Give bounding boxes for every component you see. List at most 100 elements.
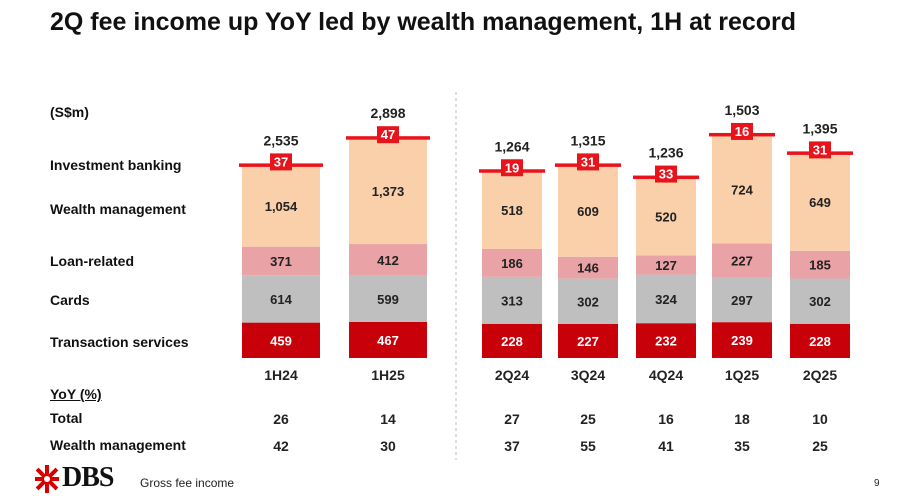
category-label-1H24: 1H24 xyxy=(264,367,298,383)
yoy-total-label: Total xyxy=(50,410,83,426)
yoy-wm-2Q25: 25 xyxy=(812,438,828,454)
row-label-cards: Cards xyxy=(50,292,90,308)
yoy-total-2Q24: 27 xyxy=(504,411,520,427)
ib-tab-2Q24 xyxy=(501,159,523,177)
yoy-total-3Q24: 25 xyxy=(580,411,596,427)
total-label-1Q25: 1,503 xyxy=(724,102,759,118)
bar-cards-1Q25 xyxy=(712,277,772,323)
bar-transaction-services-2Q24 xyxy=(482,323,542,358)
bar-loan-related-1H24 xyxy=(242,246,320,276)
label-cards-1H24: 614 xyxy=(270,292,292,307)
row-label-investment-banking: Investment banking xyxy=(50,157,182,173)
ib-tab-1H24 xyxy=(270,153,292,171)
bar-cards-1H25 xyxy=(349,275,427,322)
bar-transaction-services-3Q24 xyxy=(558,323,618,358)
label-cards-2Q24: 313 xyxy=(501,293,523,308)
label-transaction-services-1Q25: 239 xyxy=(731,333,753,348)
category-label-2Q25: 2Q25 xyxy=(803,367,837,383)
label-loan-related-2Q25: 185 xyxy=(809,258,831,273)
yoy-total-4Q24: 16 xyxy=(658,411,674,427)
yoy-total-1H24: 26 xyxy=(273,411,289,427)
label-cards-2Q25: 302 xyxy=(809,294,831,309)
row-label-transaction-services: Transaction services xyxy=(50,334,189,350)
label-transaction-services-1H25: 467 xyxy=(377,333,399,348)
total-label-1H25: 2,898 xyxy=(370,105,405,121)
label-loan-related-1H25: 412 xyxy=(377,253,399,268)
category-label-3Q24: 3Q24 xyxy=(571,367,605,383)
bar-cards-1H24 xyxy=(242,275,320,323)
bar-loan-related-2Q24 xyxy=(482,248,542,277)
bar-loan-related-3Q24 xyxy=(558,256,618,279)
label-loan-related-3Q24: 146 xyxy=(577,261,599,276)
yoy-title: YoY (%) xyxy=(50,386,102,402)
bar-transaction-services-4Q24 xyxy=(636,323,696,358)
total-label-3Q24: 1,315 xyxy=(570,132,605,148)
bar-loan-related-1Q25 xyxy=(712,243,772,278)
bar-loan-related-2Q25 xyxy=(790,250,850,279)
label-transaction-services-1H24: 459 xyxy=(270,333,292,348)
label-wealth-management-2Q24: 518 xyxy=(501,203,523,218)
category-label-4Q24: 4Q24 xyxy=(649,367,683,383)
yoy-wm-1Q25: 35 xyxy=(734,438,750,454)
ib-label-1Q25: 16 xyxy=(735,124,749,139)
bar-cards-4Q24 xyxy=(636,274,696,324)
footnote: Gross fee income xyxy=(140,476,235,490)
bar-cards-2Q25 xyxy=(790,278,850,324)
yoy-total-1Q25: 18 xyxy=(734,411,750,427)
total-label-1H24: 2,535 xyxy=(263,132,298,148)
total-label-2Q25: 1,395 xyxy=(802,120,837,136)
yoy-wm-4Q24: 41 xyxy=(658,438,674,454)
yoy-wm-label: Wealth management xyxy=(50,437,186,453)
category-label-1H25: 1H25 xyxy=(371,367,405,383)
label-wealth-management-4Q24: 520 xyxy=(655,210,677,225)
dbs-logo-text: DBS xyxy=(62,462,114,493)
yoy-total-2Q25: 10 xyxy=(812,411,828,427)
category-label-1Q25: 1Q25 xyxy=(725,367,759,383)
dbs-star-icon xyxy=(35,465,59,493)
bar-cards-2Q24 xyxy=(482,276,542,324)
label-transaction-services-3Q24: 227 xyxy=(577,334,599,349)
bar-wealth-management-2Q25 xyxy=(790,153,850,251)
ib-tab-4Q24 xyxy=(655,165,677,183)
ib-label-2Q25: 31 xyxy=(813,142,827,157)
bar-loan-related-1H25 xyxy=(349,244,427,276)
label-wealth-management-1H25: 1,373 xyxy=(372,184,405,199)
label-cards-1H25: 599 xyxy=(377,292,399,307)
ib-label-1H25: 47 xyxy=(381,127,395,142)
bar-wealth-management-2Q24 xyxy=(482,171,542,249)
row-label-loan-related: Loan-related xyxy=(50,253,135,269)
label-loan-related-1Q25: 227 xyxy=(731,254,753,269)
page-title: 2Q fee income up YoY led by wealth manag… xyxy=(50,8,797,36)
bar-transaction-services-1H24 xyxy=(242,322,320,358)
label-loan-related-2Q24: 186 xyxy=(501,256,523,271)
total-label-4Q24: 1,236 xyxy=(648,145,683,161)
yoy-wm-2Q24: 37 xyxy=(504,438,520,454)
bar-transaction-services-1Q25 xyxy=(712,322,772,358)
label-loan-related-1H24: 371 xyxy=(270,254,292,269)
bar-wealth-management-3Q24 xyxy=(558,165,618,257)
ib-label-1H24: 37 xyxy=(274,154,288,169)
yoy-wm-1H24: 42 xyxy=(273,438,289,454)
page-number: 9 xyxy=(874,478,880,489)
yoy-total-1H25: 14 xyxy=(380,411,396,427)
ib-tab-3Q24 xyxy=(577,153,599,171)
label-transaction-services-2Q24: 228 xyxy=(501,334,523,349)
label-wealth-management-2Q25: 649 xyxy=(809,195,831,210)
label-cards-4Q24: 324 xyxy=(655,292,677,307)
bar-wealth-management-4Q24 xyxy=(636,177,696,256)
ib-tab-2Q25 xyxy=(809,141,831,159)
unit-label: (S$m) xyxy=(50,104,89,120)
ib-tab-1H25 xyxy=(377,126,399,144)
label-wealth-management-1H24: 1,054 xyxy=(265,199,298,214)
bar-loan-related-4Q24 xyxy=(636,255,696,275)
label-transaction-services-2Q25: 228 xyxy=(809,334,831,349)
yoy-wm-3Q24: 55 xyxy=(580,438,596,454)
bar-cards-3Q24 xyxy=(558,278,618,324)
category-label-2Q24: 2Q24 xyxy=(495,367,529,383)
total-label-2Q24: 1,264 xyxy=(494,138,529,154)
row-label-wealth-management: Wealth management xyxy=(50,201,186,217)
label-wealth-management-1Q25: 724 xyxy=(731,182,753,197)
ib-tab-1Q25 xyxy=(731,122,753,140)
label-cards-1Q25: 297 xyxy=(731,293,753,308)
